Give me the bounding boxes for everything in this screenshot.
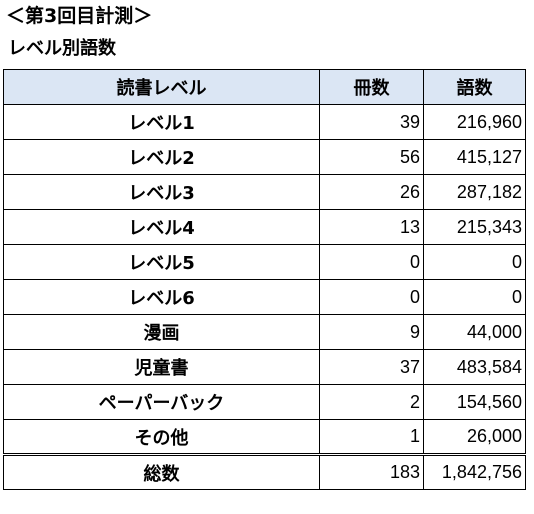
table-header-row: 読書レベル 冊数 語数 [3,69,526,105]
words-cell: 483,584 [423,349,526,385]
level-cell: 漫画 [3,314,320,350]
words-cell: 415,127 [423,139,526,175]
words-cell: 44,000 [423,314,526,350]
table-row: レベル6 0 0 [3,279,526,315]
level-cell: レベル2 [3,139,320,175]
books-cell: 26 [319,174,424,210]
table-row: ペーパーバック 2 154,560 [3,384,526,420]
level-cell: レベル1 [3,104,320,140]
table-row: レベル3 26 287,182 [3,174,526,210]
level-cell: レベル5 [3,244,320,280]
books-cell: 1 [319,419,424,455]
word-count-table: 読書レベル 冊数 語数 レベル1 39 216,960 レベル2 56 415,… [3,69,526,490]
level-cell: レベル4 [3,209,320,245]
page-title: ＜第3回目計測＞ [6,5,153,27]
books-cell: 39 [319,104,424,140]
total-label-cell: 総数 [3,453,320,490]
books-cell: 56 [319,139,424,175]
table-row: 漫画 9 44,000 [3,314,526,350]
table-row: レベル1 39 216,960 [3,104,526,140]
level-cell: レベル3 [3,174,320,210]
books-cell: 37 [319,349,424,385]
words-cell: 26,000 [423,419,526,455]
level-cell: ペーパーバック [3,384,320,420]
books-cell: 2 [319,384,424,420]
total-row: 総数 183 1,842,756 [3,453,526,490]
words-cell: 215,343 [423,209,526,245]
header-book-count: 冊数 [319,69,424,105]
books-cell: 0 [319,279,424,315]
table-row: レベル2 56 415,127 [3,139,526,175]
table-row: その他 1 26,000 [3,419,526,455]
header-reading-level: 読書レベル [3,69,320,105]
books-cell: 0 [319,244,424,280]
header-word-count: 語数 [423,69,526,105]
level-cell: その他 [3,419,320,455]
words-cell: 287,182 [423,174,526,210]
level-cell: 児童書 [3,349,320,385]
words-cell: 0 [423,279,526,315]
books-cell: 9 [319,314,424,350]
books-cell: 13 [319,209,424,245]
table-row: レベル4 13 215,343 [3,209,526,245]
words-cell: 216,960 [423,104,526,140]
level-cell: レベル6 [3,279,320,315]
words-cell: 154,560 [423,384,526,420]
total-books-cell: 183 [319,453,424,490]
total-words-cell: 1,842,756 [423,453,526,490]
words-cell: 0 [423,244,526,280]
section-title: レベル別語数 [8,38,116,59]
table-row: レベル5 0 0 [3,244,526,280]
table-row: 児童書 37 483,584 [3,349,526,385]
